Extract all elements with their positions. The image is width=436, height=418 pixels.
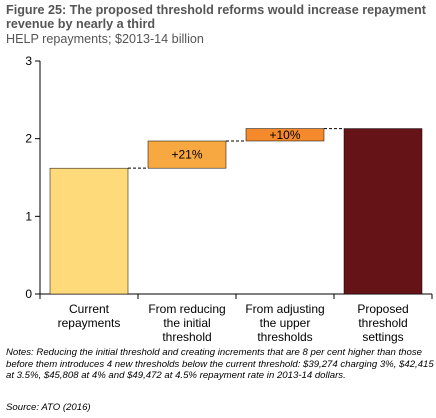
y-tick-label: 0 [25, 287, 32, 301]
bars [49, 128, 423, 295]
bar [343, 128, 423, 295]
y-axis: 0 1 2 3 [25, 54, 41, 301]
category-label: Proposed threshold settings [357, 302, 408, 344]
category-labels: Current repayments From reducing the initia… [58, 302, 409, 344]
bar-value-label: +21% [171, 148, 202, 162]
y-tick-label: 1 [25, 209, 32, 223]
x-axis [39, 293, 433, 299]
figure-title: Figure 25: The proposed threshold reform… [6, 3, 426, 31]
bar [49, 167, 129, 295]
category-label: Current repayments [58, 302, 121, 330]
figure-subtitle: HELP repayments; $2013-14 billion [6, 32, 204, 46]
bar-value-label: +10% [269, 128, 300, 142]
figure-source: Source: ATO (2016) [6, 402, 91, 413]
bar [245, 128, 325, 142]
y-tick-label: 2 [25, 132, 32, 146]
bar [147, 140, 227, 169]
figure-notes: Notes: Reducing the initial threshold an… [6, 347, 434, 382]
category-label: From reducing the initial threshold [148, 302, 225, 344]
y-tick-label: 3 [25, 54, 32, 68]
category-label: From adjusting the upper thresholds [245, 302, 324, 344]
bar-value-labels: +21% +10% [171, 128, 300, 162]
connector-lines [128, 128, 344, 169]
